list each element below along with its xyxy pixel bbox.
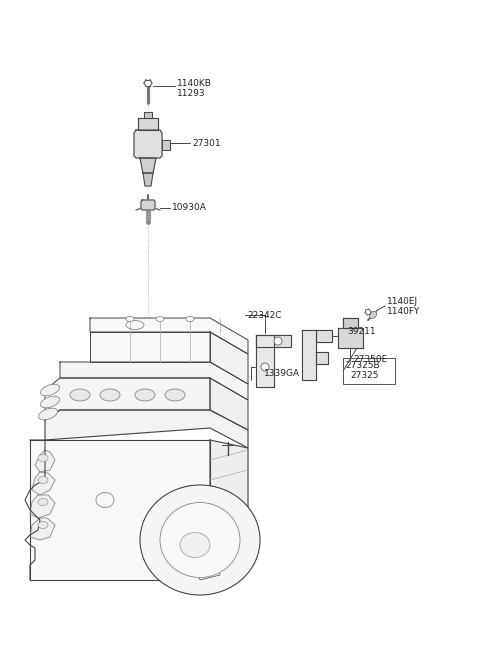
Circle shape <box>261 363 269 371</box>
Ellipse shape <box>38 522 48 529</box>
Circle shape <box>274 337 282 345</box>
Ellipse shape <box>140 485 260 595</box>
Text: 22342C: 22342C <box>247 310 281 319</box>
Polygon shape <box>338 328 363 348</box>
Polygon shape <box>45 378 210 420</box>
Ellipse shape <box>135 389 155 401</box>
Polygon shape <box>35 450 55 472</box>
Polygon shape <box>316 330 332 342</box>
Ellipse shape <box>186 316 194 321</box>
Polygon shape <box>141 200 155 210</box>
Polygon shape <box>256 335 291 347</box>
Polygon shape <box>256 335 274 387</box>
Ellipse shape <box>38 476 48 483</box>
Text: 39211: 39211 <box>347 327 376 337</box>
Text: 10930A: 10930A <box>172 203 207 213</box>
Polygon shape <box>90 332 210 362</box>
Text: 27325: 27325 <box>350 371 379 380</box>
Text: 1140EJ: 1140EJ <box>387 298 418 306</box>
Polygon shape <box>32 472 55 495</box>
Ellipse shape <box>38 408 58 420</box>
Text: 27325B: 27325B <box>345 361 380 369</box>
Text: 1140KB: 1140KB <box>177 79 212 87</box>
Polygon shape <box>45 410 248 448</box>
Ellipse shape <box>156 316 164 321</box>
Ellipse shape <box>38 499 48 506</box>
Text: 1339GA: 1339GA <box>264 369 300 377</box>
Polygon shape <box>302 330 316 380</box>
Polygon shape <box>140 158 156 173</box>
Ellipse shape <box>70 389 90 401</box>
Polygon shape <box>30 518 55 540</box>
Polygon shape <box>138 118 158 130</box>
Polygon shape <box>134 130 162 158</box>
Ellipse shape <box>40 384 60 396</box>
Ellipse shape <box>180 533 210 558</box>
Polygon shape <box>343 318 358 328</box>
Text: 27350E: 27350E <box>353 356 387 365</box>
Text: 27301: 27301 <box>192 138 221 148</box>
Ellipse shape <box>126 316 134 321</box>
Polygon shape <box>162 140 170 150</box>
Polygon shape <box>60 362 248 400</box>
Polygon shape <box>144 112 152 118</box>
Polygon shape <box>210 440 248 580</box>
Polygon shape <box>30 440 210 580</box>
Polygon shape <box>143 173 153 186</box>
Polygon shape <box>316 352 328 364</box>
Polygon shape <box>195 555 220 580</box>
Ellipse shape <box>40 396 60 408</box>
Polygon shape <box>210 378 248 430</box>
Ellipse shape <box>165 389 185 401</box>
Polygon shape <box>90 318 248 354</box>
Ellipse shape <box>100 389 120 401</box>
Polygon shape <box>210 332 248 384</box>
Text: 1140FY: 1140FY <box>387 308 420 316</box>
Ellipse shape <box>38 455 48 462</box>
Ellipse shape <box>370 312 376 319</box>
Text: 11293: 11293 <box>177 89 205 98</box>
Polygon shape <box>30 495 55 518</box>
Ellipse shape <box>160 502 240 577</box>
